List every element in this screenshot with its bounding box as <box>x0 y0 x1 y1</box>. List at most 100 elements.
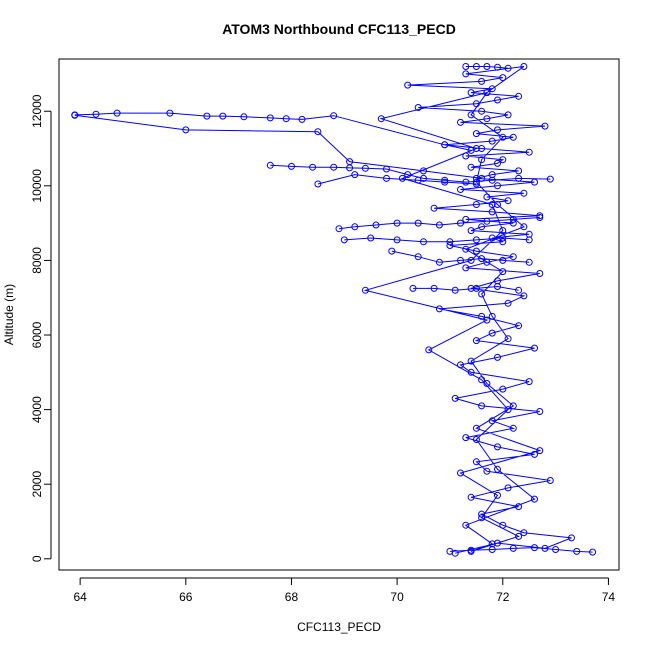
data-point <box>420 167 427 175</box>
series-line <box>74 114 482 179</box>
x-tick-label: 72 <box>496 590 510 604</box>
data-point <box>478 107 486 115</box>
data-point <box>531 544 538 552</box>
data-point <box>472 130 480 138</box>
data-point <box>483 316 491 324</box>
data-point <box>488 546 496 553</box>
data-point <box>494 443 501 451</box>
data-point <box>446 242 454 249</box>
series-line <box>74 112 472 151</box>
data-point <box>351 223 359 231</box>
data-point <box>361 286 369 294</box>
data-point <box>494 491 501 499</box>
data-point <box>515 92 523 100</box>
y-tick-label: 0 <box>30 555 44 562</box>
data-point <box>462 521 470 529</box>
data-point <box>494 353 501 361</box>
data-point <box>488 137 496 145</box>
data-point <box>504 111 512 119</box>
data-point <box>483 115 491 123</box>
data-point <box>430 284 438 292</box>
data-point <box>488 201 496 208</box>
data-point <box>340 236 348 244</box>
data-point <box>71 111 79 119</box>
data-point <box>515 503 523 511</box>
data-point <box>383 165 390 173</box>
data-point <box>472 178 480 186</box>
data-point <box>520 189 528 197</box>
x-tick-label: 68 <box>285 590 299 604</box>
data-point <box>520 223 528 231</box>
data-point <box>504 299 512 307</box>
data-point <box>509 219 517 227</box>
x-axis: 64 66 68 70 72 74 <box>73 577 615 604</box>
data-point <box>478 255 486 263</box>
data-point <box>182 126 190 134</box>
data-point <box>520 292 528 300</box>
data-point <box>488 312 496 320</box>
data-point <box>472 100 480 108</box>
data-point <box>546 175 554 183</box>
data-point <box>494 283 501 290</box>
series-line <box>391 250 530 263</box>
data-point <box>467 89 475 97</box>
data-point <box>499 156 507 164</box>
data-point <box>499 521 507 529</box>
data-point <box>467 146 475 154</box>
data-point <box>499 133 507 141</box>
data-point <box>430 204 438 212</box>
data-point <box>462 264 470 272</box>
data-point <box>499 227 507 235</box>
data-point <box>525 236 533 244</box>
data-point <box>494 96 501 104</box>
data-point <box>414 219 422 227</box>
data-point <box>504 197 512 205</box>
data-point <box>531 344 538 352</box>
data-point <box>472 424 480 432</box>
data-point <box>282 115 290 123</box>
data-point <box>478 376 486 384</box>
data-point <box>499 268 507 276</box>
data-point <box>367 234 375 242</box>
data-point <box>504 335 512 343</box>
data-point <box>462 152 470 160</box>
data-point <box>113 109 121 117</box>
data-point <box>462 245 470 253</box>
data-point <box>298 115 306 123</box>
data-point <box>240 113 248 121</box>
data-point <box>472 180 480 188</box>
data-point <box>536 214 544 221</box>
chart-title: ATOM3 Northbound CFC113_PECD <box>222 21 456 37</box>
y-tick-label: 6000 <box>30 321 44 348</box>
data-point <box>494 159 501 167</box>
data-point <box>573 547 581 555</box>
data-point <box>546 477 554 484</box>
series-line <box>344 237 530 243</box>
data-point <box>414 253 422 261</box>
data-point <box>372 221 380 229</box>
y-tick-label: 4000 <box>30 396 44 423</box>
data-point <box>552 546 560 553</box>
data-point <box>520 529 528 537</box>
data-point <box>425 346 433 354</box>
y-axis-label: Altitude (m) <box>2 284 16 345</box>
x-tick-label: 66 <box>179 590 193 604</box>
data-point <box>499 385 507 393</box>
series-line <box>465 66 509 69</box>
data-point <box>451 286 459 294</box>
data-point <box>441 176 449 184</box>
data-point <box>457 469 464 477</box>
data-point <box>509 133 517 141</box>
data-point <box>219 112 227 120</box>
data-point <box>467 256 475 264</box>
data-point <box>509 402 517 410</box>
data-point <box>462 63 470 70</box>
data-point <box>478 510 486 518</box>
data-point <box>335 225 343 233</box>
y-tick-label: 10000 <box>30 169 44 203</box>
data-point <box>361 164 369 172</box>
data-point <box>203 112 211 120</box>
data-point <box>435 258 443 266</box>
data-point <box>504 406 512 414</box>
data-point <box>478 402 486 410</box>
